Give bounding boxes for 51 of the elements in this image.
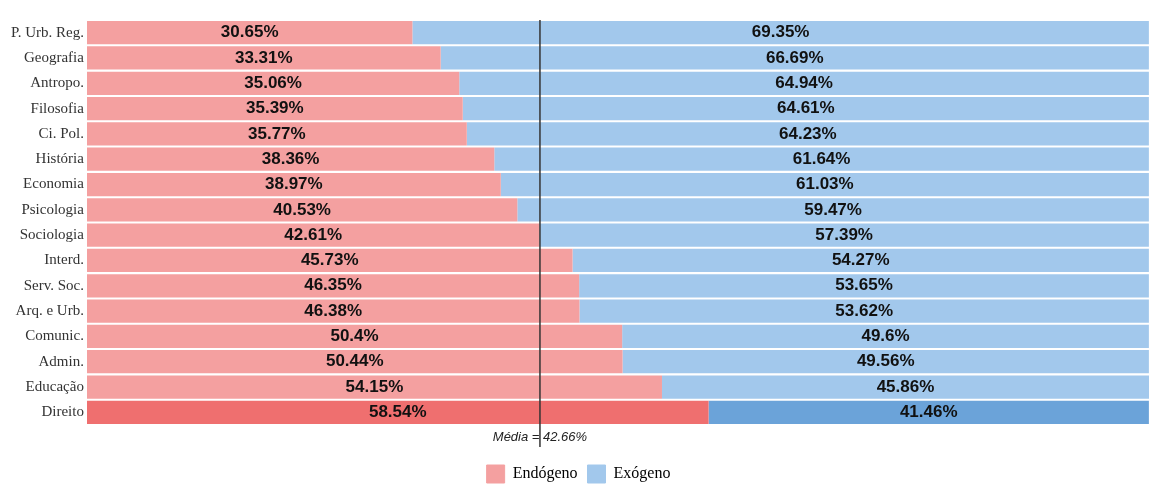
- y-tick-label: Educação: [25, 377, 84, 394]
- data-label: 54.15%: [345, 376, 404, 396]
- data-label: 69.35%: [751, 22, 810, 42]
- data-label: 40.53%: [273, 199, 331, 219]
- data-label: 33.31%: [234, 47, 293, 67]
- y-tick-label: Geografia: [23, 48, 85, 65]
- y-tick-label: História: [35, 150, 85, 167]
- y-tick-label: Ci. Pol.: [38, 124, 84, 141]
- data-label: 41.46%: [899, 402, 958, 422]
- y-tick-label: Antropo.: [30, 74, 84, 91]
- y-tick-label: Sociologia: [19, 226, 85, 243]
- data-label: 30.65%: [220, 22, 279, 42]
- ref-line-label: Média = 42.66%: [492, 428, 588, 444]
- y-tick-label: Arq. e Urb.: [15, 302, 84, 319]
- data-label: 50.44%: [325, 351, 384, 371]
- data-label: 38.36%: [261, 148, 320, 168]
- legend-label: Exógeno: [613, 464, 671, 483]
- data-label: 49.6%: [861, 326, 910, 346]
- data-label: 49.56%: [856, 351, 915, 371]
- data-label: 61.03%: [796, 174, 854, 194]
- data-label: 46.35%: [304, 275, 362, 295]
- data-label: 66.69%: [765, 47, 824, 67]
- data-label: 42.61%: [284, 224, 343, 244]
- data-label: 53.62%: [835, 300, 894, 320]
- y-tick-label: Filosofia: [30, 99, 85, 116]
- data-label: 59.47%: [804, 199, 862, 219]
- y-tick-label: Admin.: [38, 352, 84, 369]
- data-label: 45.86%: [876, 376, 935, 396]
- y-tick-label: Economia: [23, 175, 85, 192]
- data-label: 35.06%: [244, 72, 302, 92]
- data-label: 61.64%: [792, 148, 851, 168]
- data-label: 54.27%: [831, 250, 890, 270]
- y-tick-label: Comunic.: [25, 327, 84, 344]
- data-label: 53.65%: [835, 275, 893, 295]
- data-label: 57.39%: [815, 224, 873, 244]
- data-label: 35.77%: [248, 123, 306, 143]
- data-label: 46.38%: [304, 300, 363, 320]
- y-tick-label: P. Urb. Reg.: [11, 23, 84, 40]
- data-label: 35.39%: [246, 98, 304, 118]
- y-tick-label: Serv. Soc.: [23, 276, 84, 293]
- data-label: 58.54%: [368, 402, 427, 422]
- data-label: 45.73%: [300, 250, 359, 270]
- data-label: 64.23%: [779, 123, 837, 143]
- data-label: 64.94%: [775, 72, 833, 92]
- data-label: 50.4%: [330, 326, 379, 346]
- y-tick-label: Interd.: [44, 251, 84, 268]
- data-label: 38.97%: [265, 174, 323, 194]
- y-tick-label: Psicologia: [21, 200, 85, 217]
- y-tick-label: Direito: [41, 403, 84, 420]
- data-label: 64.61%: [776, 98, 835, 118]
- legend-label: Endógeno: [512, 464, 578, 483]
